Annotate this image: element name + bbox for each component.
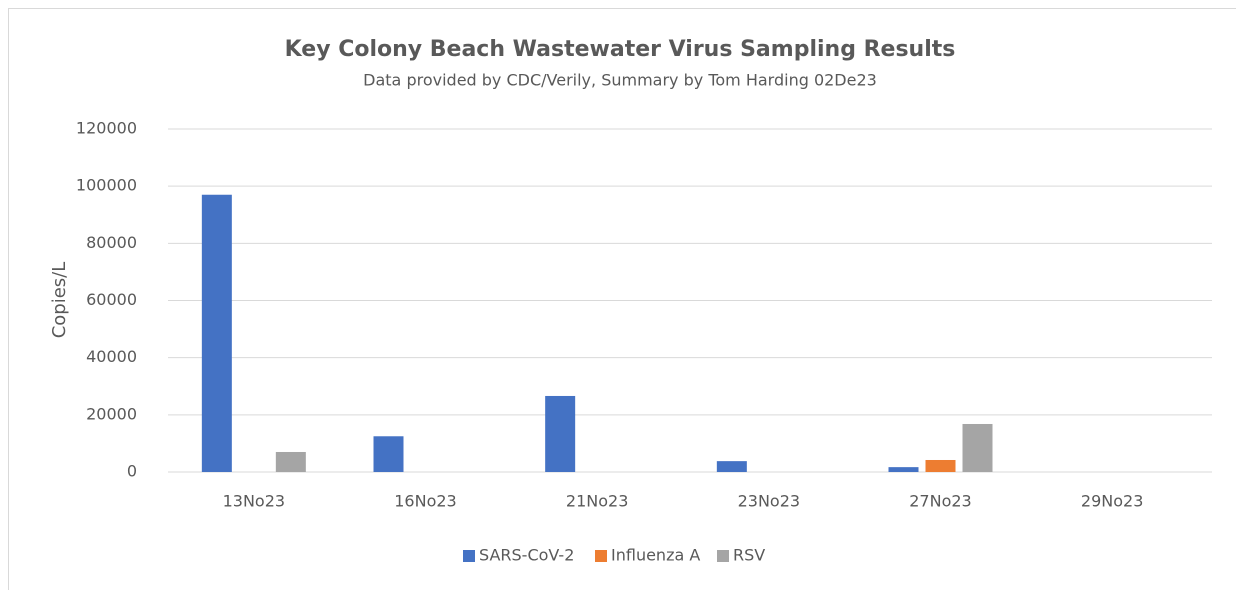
- x-tick-label: 13No23: [223, 492, 285, 511]
- chart-subtitle: Data provided by CDC/Verily, Summary by …: [363, 71, 877, 90]
- bar: [275, 451, 306, 472]
- x-tick-label: 27No23: [909, 492, 971, 511]
- legend-swatch: [595, 550, 607, 562]
- bar: [925, 459, 956, 472]
- bar: [201, 194, 232, 472]
- x-tick-label: 29No23: [1081, 492, 1143, 511]
- bar: [545, 395, 576, 472]
- y-tick-label: 80000: [86, 233, 137, 252]
- legend-label: Influenza A: [611, 546, 700, 565]
- legend-swatch: [463, 550, 475, 562]
- y-tick-label: 60000: [86, 290, 137, 309]
- legend-label: SARS-CoV-2: [479, 546, 574, 565]
- y-tick-label: 20000: [86, 404, 137, 423]
- bar: [962, 423, 993, 472]
- chart-title: Key Colony Beach Wastewater Virus Sampli…: [285, 37, 956, 62]
- bar: [888, 467, 919, 472]
- y-axis-label: Copies/L: [49, 262, 70, 339]
- x-tick-label: 21No23: [566, 492, 628, 511]
- bar: [716, 461, 747, 472]
- y-tick-label: 120000: [76, 119, 137, 138]
- y-tick-label: 40000: [86, 347, 137, 366]
- legend-swatch: [717, 550, 729, 562]
- y-tick-label: 100000: [76, 176, 137, 195]
- legend-label: RSV: [733, 546, 765, 565]
- x-tick-label: 16No23: [394, 492, 456, 511]
- x-tick-label: 23No23: [738, 492, 800, 511]
- bar: [373, 436, 404, 472]
- y-tick-label: 0: [127, 462, 137, 481]
